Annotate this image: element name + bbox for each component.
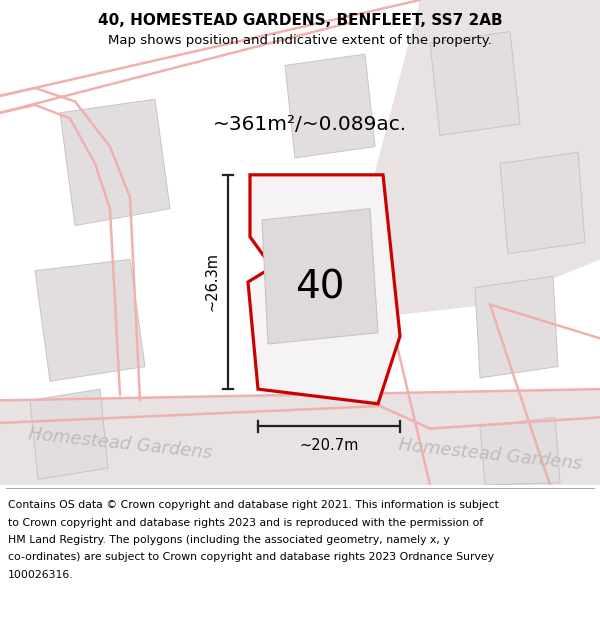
Polygon shape — [355, 0, 600, 316]
Text: 100026316.: 100026316. — [8, 570, 74, 580]
Text: 40: 40 — [295, 269, 345, 307]
Text: Homestead Gardens: Homestead Gardens — [28, 424, 212, 462]
Text: ~26.3m: ~26.3m — [205, 253, 220, 311]
Polygon shape — [248, 175, 400, 404]
Text: ~361m²/~0.089ac.: ~361m²/~0.089ac. — [213, 114, 407, 134]
Polygon shape — [0, 389, 600, 485]
Polygon shape — [480, 418, 560, 485]
Text: HM Land Registry. The polygons (including the associated geometry, namely x, y: HM Land Registry. The polygons (includin… — [8, 535, 450, 545]
Polygon shape — [60, 99, 170, 226]
Text: ~20.7m: ~20.7m — [299, 438, 359, 453]
Text: Homestead Gardens: Homestead Gardens — [397, 436, 583, 473]
Text: co-ordinates) are subject to Crown copyright and database rights 2023 Ordnance S: co-ordinates) are subject to Crown copyr… — [8, 552, 494, 562]
Polygon shape — [475, 276, 558, 378]
Polygon shape — [500, 152, 585, 254]
Text: Contains OS data © Crown copyright and database right 2021. This information is : Contains OS data © Crown copyright and d… — [8, 500, 499, 510]
Text: Map shows position and indicative extent of the property.: Map shows position and indicative extent… — [108, 34, 492, 47]
Polygon shape — [430, 32, 520, 136]
Polygon shape — [262, 209, 378, 344]
Polygon shape — [35, 259, 145, 381]
Polygon shape — [285, 54, 375, 158]
Text: 40, HOMESTEAD GARDENS, BENFLEET, SS7 2AB: 40, HOMESTEAD GARDENS, BENFLEET, SS7 2AB — [98, 12, 502, 28]
Text: to Crown copyright and database rights 2023 and is reproduced with the permissio: to Crown copyright and database rights 2… — [8, 518, 483, 528]
Polygon shape — [30, 389, 108, 479]
